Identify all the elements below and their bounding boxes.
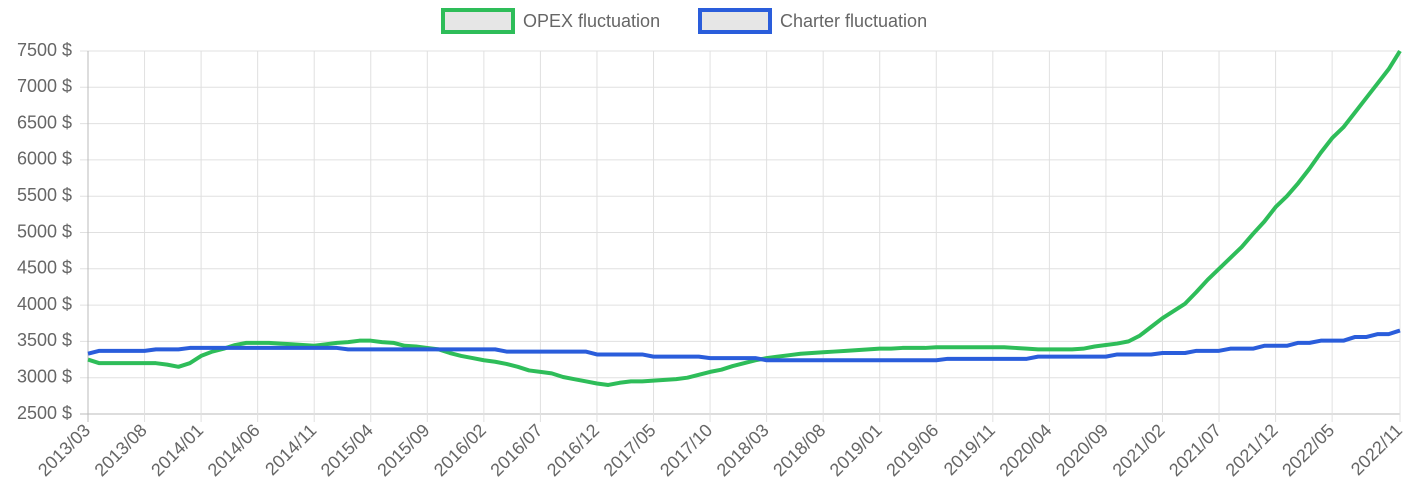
line bbox=[87, 49, 1402, 387]
x-tick-label: 2019/11 bbox=[940, 420, 999, 479]
x-tick-label: 2021/02 bbox=[1109, 420, 1169, 480]
y-tick-label: 4500 $ bbox=[17, 258, 72, 278]
y-tick-label: 2500 $ bbox=[17, 403, 72, 423]
y-tick-label: 6000 $ bbox=[17, 149, 72, 169]
x-tick-label: 2014/01 bbox=[147, 420, 207, 480]
y-tick-label: 6500 $ bbox=[17, 112, 72, 132]
x-tick-label: 2021/07 bbox=[1165, 420, 1225, 480]
x-tick-label: 2018/08 bbox=[769, 420, 829, 480]
x-tick-label: 2015/09 bbox=[373, 420, 433, 480]
y-tick-label: 5500 $ bbox=[17, 185, 72, 205]
x-tick-label: 2013/03 bbox=[34, 420, 94, 480]
x-tick-label: 2016/02 bbox=[430, 420, 490, 480]
legend-swatch bbox=[441, 8, 515, 34]
y-tick-label: 7500 $ bbox=[17, 40, 72, 60]
legend-label: OPEX fluctuation bbox=[523, 11, 660, 31]
x-tick-label: 2014/11 bbox=[261, 420, 320, 479]
y-tick-label: 7000 $ bbox=[17, 76, 72, 96]
x-tick-label: 2017/05 bbox=[600, 420, 660, 480]
x-tick-label: 2022/11 bbox=[1347, 420, 1406, 479]
y-tick-label: 5000 $ bbox=[17, 221, 72, 241]
x-tick-label: 2013/08 bbox=[91, 420, 151, 480]
x-tick-label: 2016/12 bbox=[543, 420, 603, 480]
x-tick-label: 2014/06 bbox=[204, 420, 264, 480]
x-tick-label: 2016/07 bbox=[486, 420, 546, 480]
x-tick-label: 2020/09 bbox=[1052, 420, 1112, 480]
y-tick-label: 3500 $ bbox=[17, 330, 72, 350]
x-tick-label: 2021/12 bbox=[1222, 420, 1282, 480]
legend-label: Charter fluctuation bbox=[780, 11, 927, 31]
x-tick-label: 2018/03 bbox=[713, 420, 773, 480]
x-tick-label: 2019/06 bbox=[882, 420, 942, 480]
legend-swatch bbox=[698, 8, 772, 34]
x-tick-label: 2020/04 bbox=[995, 420, 1055, 480]
x-tick-label: 2015/04 bbox=[317, 420, 377, 480]
line bbox=[87, 328, 1401, 363]
x-tick-label: 2019/01 bbox=[826, 420, 886, 480]
y-tick-label: 3000 $ bbox=[17, 366, 72, 386]
x-tick-label: 2022/05 bbox=[1278, 420, 1338, 480]
y-tick-label: 4000 $ bbox=[17, 294, 72, 314]
x-tick-label: 2017/10 bbox=[656, 420, 716, 480]
